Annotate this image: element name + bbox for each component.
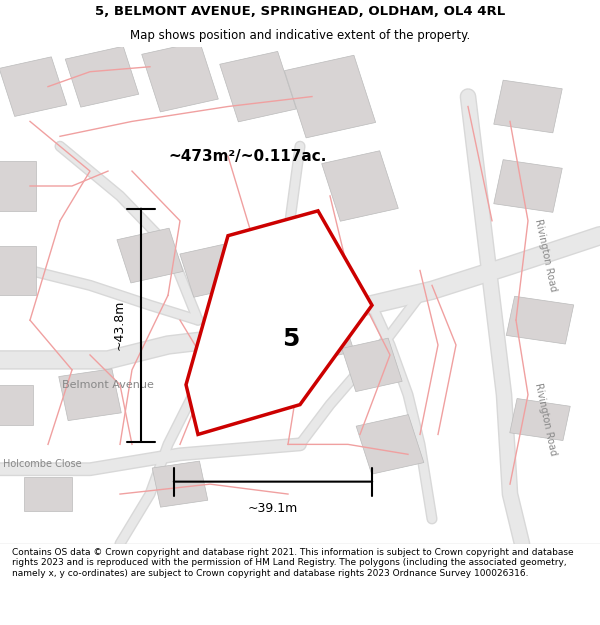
Text: Rivington Road: Rivington Road — [533, 218, 559, 293]
Text: Map shows position and indicative extent of the property.: Map shows position and indicative extent… — [130, 29, 470, 42]
Polygon shape — [152, 461, 208, 507]
Text: Belmont Avenue: Belmont Avenue — [62, 380, 154, 390]
Text: 5, BELMONT AVENUE, SPRINGHEAD, OLDHAM, OL4 4RL: 5, BELMONT AVENUE, SPRINGHEAD, OLDHAM, O… — [95, 5, 505, 18]
Text: ~43.8m: ~43.8m — [113, 300, 126, 350]
Polygon shape — [0, 385, 33, 424]
Text: Rivington Road: Rivington Road — [533, 382, 559, 457]
Text: Holcombe Close: Holcombe Close — [2, 459, 82, 469]
Polygon shape — [510, 399, 570, 441]
Polygon shape — [180, 244, 240, 298]
Polygon shape — [220, 51, 296, 122]
Polygon shape — [494, 159, 562, 212]
Polygon shape — [65, 46, 139, 107]
Text: Contains OS data © Crown copyright and database right 2021. This information is : Contains OS data © Crown copyright and d… — [12, 548, 574, 578]
Polygon shape — [0, 246, 36, 295]
Polygon shape — [229, 231, 287, 280]
Polygon shape — [284, 55, 376, 138]
Polygon shape — [24, 477, 72, 511]
Polygon shape — [0, 161, 36, 211]
Polygon shape — [117, 228, 183, 283]
Polygon shape — [142, 41, 218, 112]
Polygon shape — [494, 80, 562, 133]
Polygon shape — [322, 151, 398, 221]
Text: Belmont Avenue: Belmont Avenue — [206, 306, 298, 334]
Polygon shape — [342, 338, 402, 392]
Text: 5: 5 — [283, 328, 299, 351]
Text: ~39.1m: ~39.1m — [248, 501, 298, 514]
Polygon shape — [356, 414, 424, 474]
Polygon shape — [506, 296, 574, 344]
Text: ~473m²/~0.117ac.: ~473m²/~0.117ac. — [168, 149, 326, 164]
Polygon shape — [0, 57, 67, 116]
Polygon shape — [59, 369, 121, 421]
Polygon shape — [294, 308, 354, 362]
Polygon shape — [186, 211, 372, 434]
